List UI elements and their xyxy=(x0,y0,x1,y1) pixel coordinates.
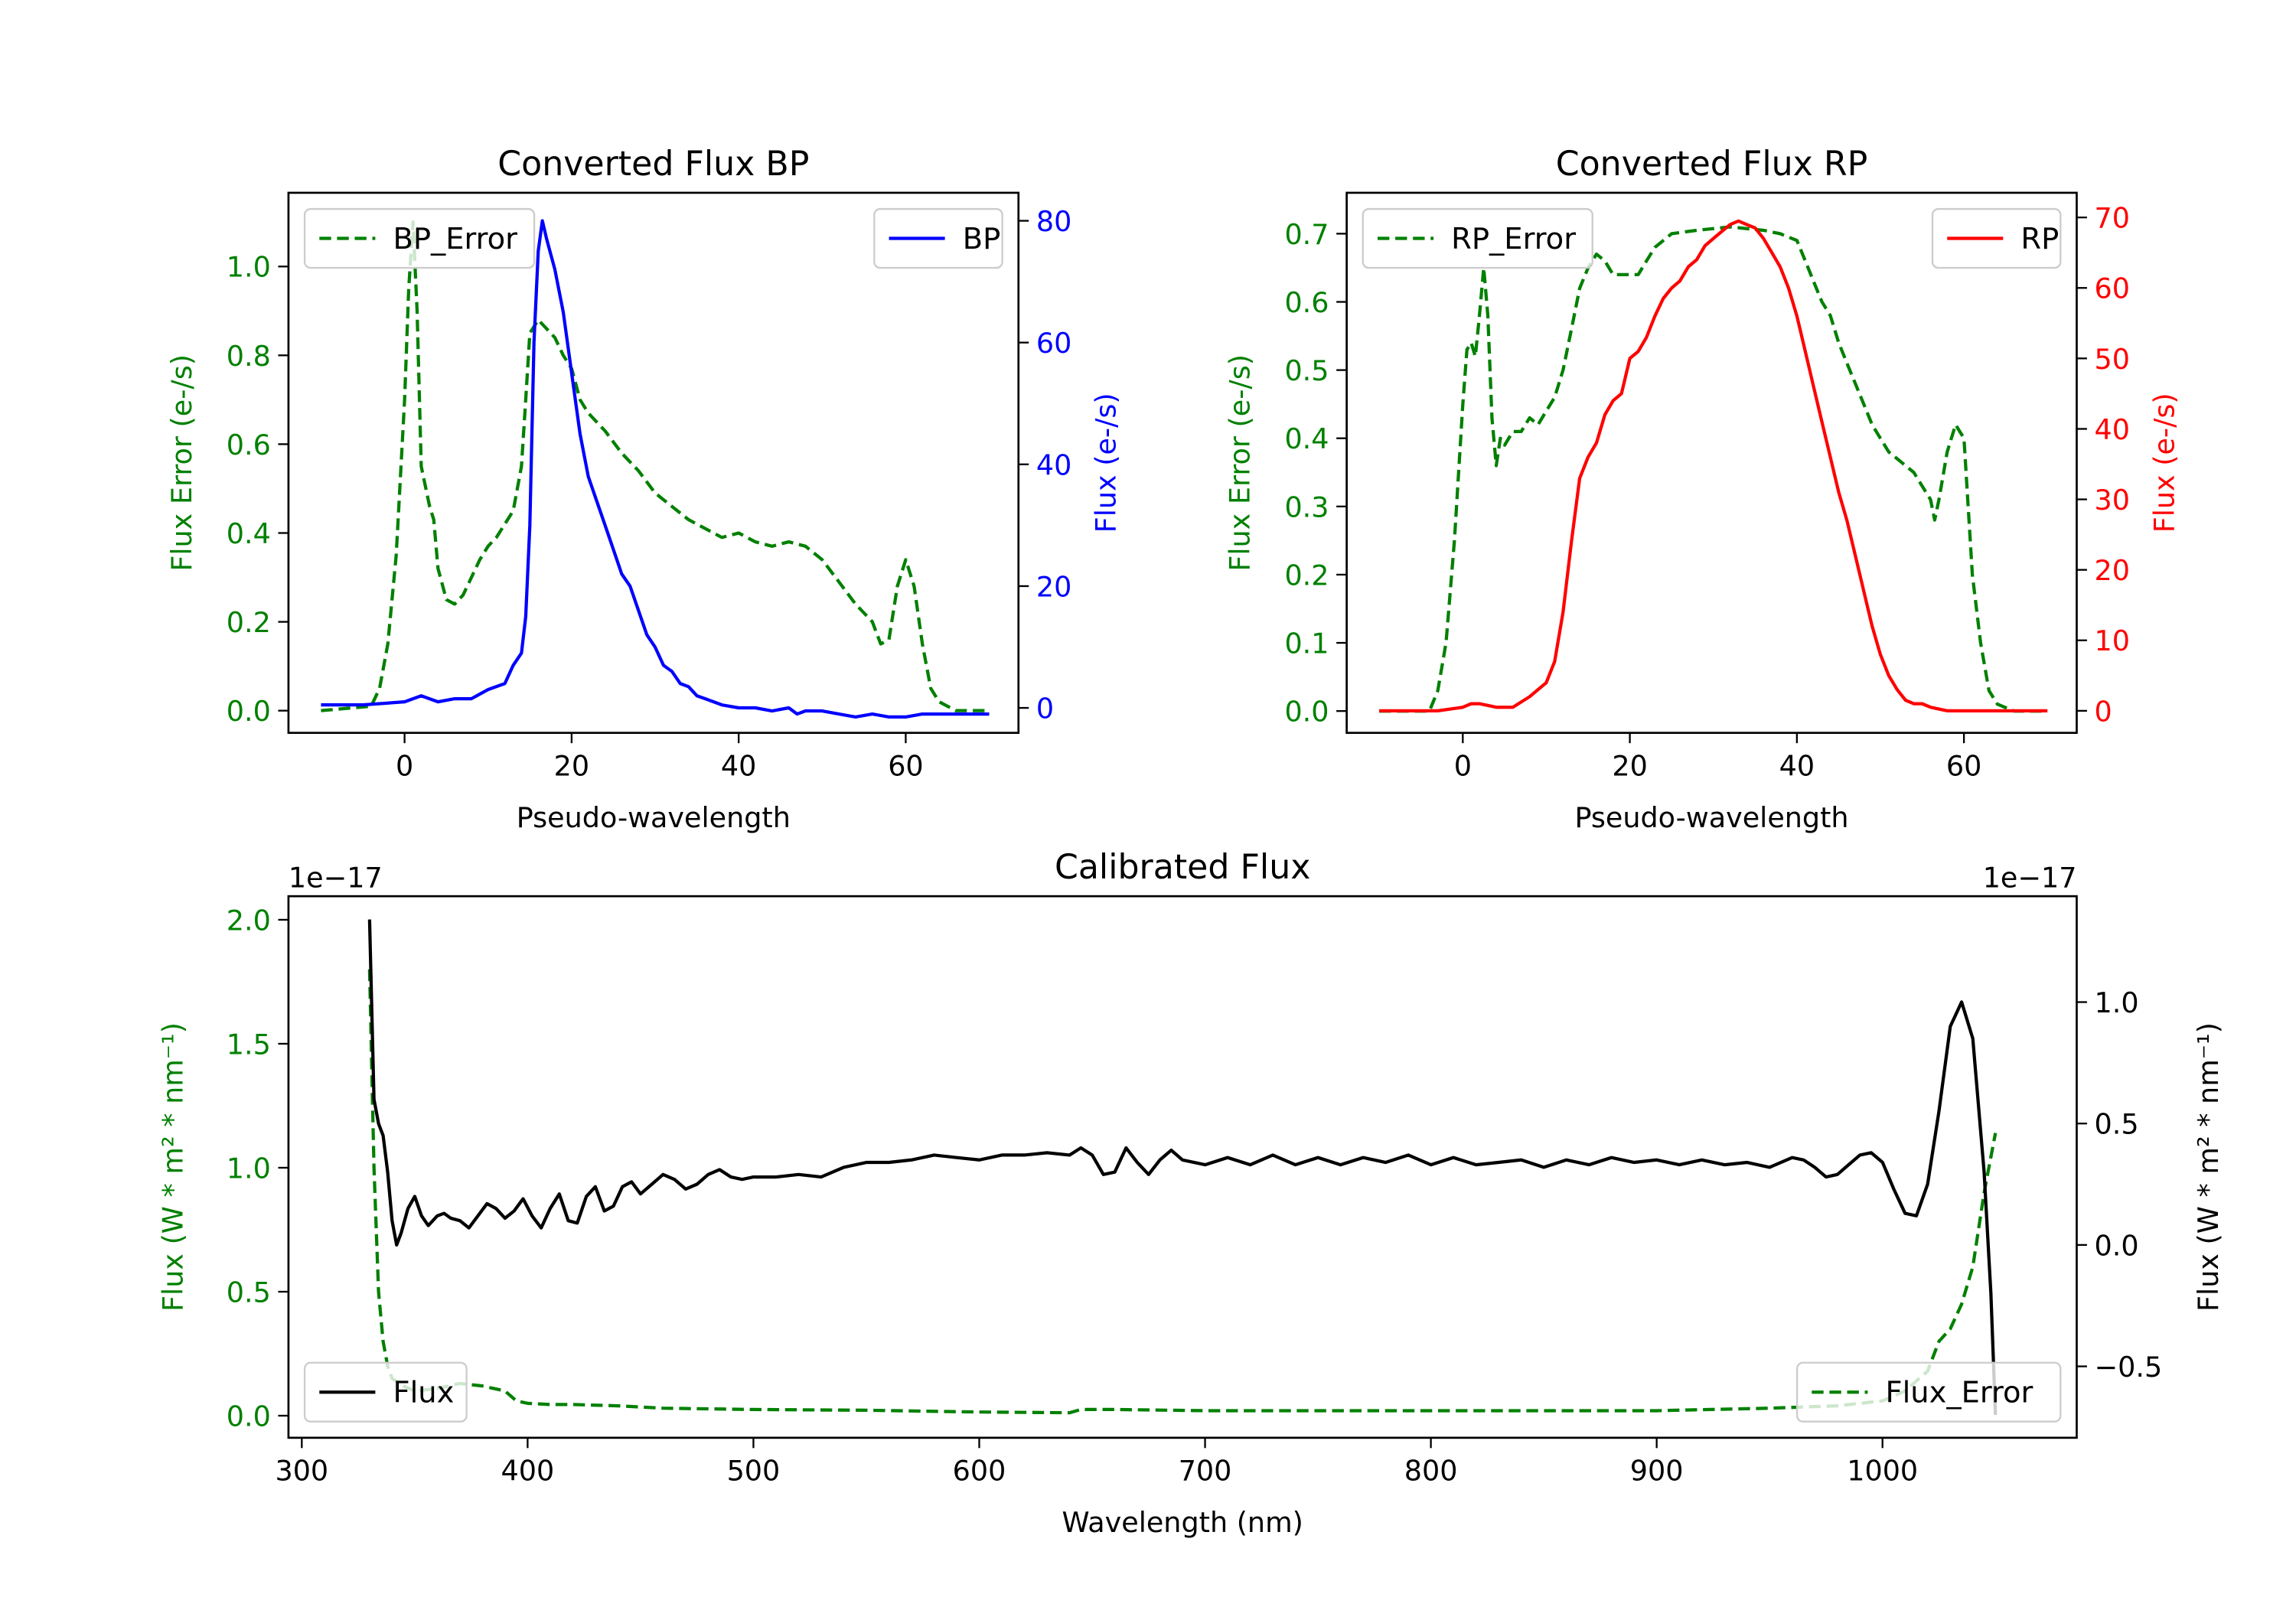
y-left-tick-label: 0.4 xyxy=(1284,422,1329,455)
legend-box xyxy=(303,207,536,269)
y-left-tick-label: 0.4 xyxy=(227,517,271,550)
x-axis-label: Pseudo-wavelength xyxy=(1574,801,1848,834)
y-right-tick-label: 1.0 xyxy=(2095,986,2139,1019)
y-right-tick-label: 80 xyxy=(1036,205,1071,238)
offset-left-label: 1e−17 xyxy=(289,862,383,895)
y-right-axis-label: Flux (e-/s) xyxy=(2148,393,2180,533)
legend-label: BP xyxy=(963,222,1001,256)
y-right-tick-label: 20 xyxy=(1036,570,1071,603)
y-right-axis-label: Flux (W * m² * nm⁻¹) xyxy=(2192,1022,2225,1312)
y-left-tick-label: 2.0 xyxy=(227,904,271,937)
y-left-tick-label: 0.2 xyxy=(227,606,271,639)
legend-box xyxy=(303,1361,468,1423)
y-left-axis-label: Flux Error (e-/s) xyxy=(165,354,198,572)
series-flux_error xyxy=(367,969,1998,1415)
x-tick-label: 600 xyxy=(953,1455,1006,1488)
y-right-tick-label: 30 xyxy=(2095,484,2130,517)
y-right-tick-label: 20 xyxy=(2095,554,2130,587)
y-left-tick-label: 1.5 xyxy=(227,1028,271,1061)
y-right-tick-label: 0 xyxy=(2095,695,2112,728)
chart-title: Converted Flux RP xyxy=(1556,145,1868,184)
x-tick-label: 20 xyxy=(1612,749,1647,782)
y-left-tick-label: 0.0 xyxy=(227,695,271,728)
y-right-tick-label: 50 xyxy=(2095,343,2130,376)
chart-0: Converted Flux BP 0 20 40 60 Pseudo-wavelengt… xyxy=(165,145,1123,834)
y-left-tick-label: 1.0 xyxy=(227,251,271,284)
y-right-axis-label: Flux (e-/s) xyxy=(1090,393,1123,533)
legend-label: RP_Error xyxy=(1451,222,1576,256)
chart-1: Converted Flux RP 0 20 40 60 Pseudo-wavelengt… xyxy=(1224,145,2181,834)
y-left-tick-label: 0.2 xyxy=(1284,559,1329,592)
chart-title: Calibrated Flux xyxy=(1055,848,1310,887)
series-rp_error xyxy=(1379,225,2048,713)
y-right-tick-label: −0.5 xyxy=(2095,1351,2163,1384)
y-right-tick-label: 0 xyxy=(1036,693,1054,725)
y-left-tick-label: 0.1 xyxy=(1284,627,1329,660)
legend-left: Flux xyxy=(303,1361,468,1423)
axes-frame xyxy=(287,895,2078,1439)
legend-label: RP xyxy=(2020,222,2059,256)
y-left-tick-label: 0.5 xyxy=(227,1276,271,1309)
x-tick-label: 40 xyxy=(721,749,756,782)
series-bp xyxy=(321,219,990,719)
x-tick-label: 40 xyxy=(1779,749,1815,782)
x-tick-label: 400 xyxy=(501,1455,555,1488)
legend-label: Flux xyxy=(393,1376,454,1410)
legend-label: Flux_Error xyxy=(1885,1376,2033,1410)
x-axis-label: Wavelength (nm) xyxy=(1062,1506,1303,1539)
y-right-tick-label: 0.5 xyxy=(2095,1108,2139,1141)
x-tick-label: 800 xyxy=(1404,1455,1458,1488)
legend-label: BP_Error xyxy=(393,222,517,256)
y-left-axis-label: Flux (W * m² * nm⁻¹) xyxy=(156,1022,189,1312)
x-tick-label: 0 xyxy=(1454,749,1472,782)
legend-right: RP xyxy=(1931,207,2062,269)
legend-box xyxy=(1795,1361,2062,1423)
x-tick-label: 300 xyxy=(275,1455,328,1488)
y-right-tick-label: 40 xyxy=(1036,448,1071,481)
y-right-tick-label: 60 xyxy=(1036,327,1071,360)
legend-right: Flux_Error xyxy=(1795,1361,2062,1423)
y-right-tick-label: 60 xyxy=(2095,272,2130,305)
x-tick-label: 900 xyxy=(1630,1455,1684,1488)
y-left-tick-label: 0.5 xyxy=(1284,354,1329,387)
y-left-tick-label: 0.3 xyxy=(1284,491,1329,523)
x-tick-label: 60 xyxy=(888,749,923,782)
y-right-tick-label: 10 xyxy=(2095,624,2130,657)
y-left-axis-label: Flux Error (e-/s) xyxy=(1224,354,1257,572)
series-flux xyxy=(367,919,1998,1416)
y-left-tick-label: 0.7 xyxy=(1284,218,1329,251)
x-tick-label: 20 xyxy=(554,749,589,782)
y-right-tick-label: 40 xyxy=(2095,413,2130,446)
axes-frame xyxy=(287,191,1020,735)
legend-right: BP xyxy=(873,207,1003,269)
y-left-tick-label: 0.6 xyxy=(1284,286,1329,319)
legend-left: BP_Error xyxy=(303,207,536,269)
y-left-tick-label: 0.0 xyxy=(1284,696,1329,729)
y-left-tick-label: 1.0 xyxy=(227,1152,271,1185)
y-left-tick-label: 0.6 xyxy=(227,429,271,461)
y-right-tick-label: 70 xyxy=(2095,202,2130,235)
series-rp xyxy=(1379,219,2048,712)
y-left-tick-label: 0.0 xyxy=(227,1400,271,1433)
axes-frame xyxy=(1345,191,2078,735)
x-tick-label: 1000 xyxy=(1847,1455,1918,1488)
x-tick-label: 60 xyxy=(1946,749,1981,782)
y-right-tick-label: 0.0 xyxy=(2095,1229,2139,1262)
chart-title: Converted Flux BP xyxy=(497,145,809,184)
x-axis-label: Pseudo-wavelength xyxy=(517,801,791,834)
offset-right-label: 1e−17 xyxy=(1983,862,2077,895)
legend-left: RP_Error xyxy=(1362,207,1593,269)
x-tick-label: 500 xyxy=(727,1455,781,1488)
series-bp_error xyxy=(321,220,990,712)
chart-2: Calibrated Flux 300 400 500 600 700 800 900 1000… xyxy=(156,848,2225,1539)
x-tick-label: 700 xyxy=(1179,1455,1232,1488)
x-tick-label: 0 xyxy=(396,749,413,782)
y-left-tick-label: 0.8 xyxy=(227,340,271,373)
legend-box xyxy=(1362,207,1593,269)
